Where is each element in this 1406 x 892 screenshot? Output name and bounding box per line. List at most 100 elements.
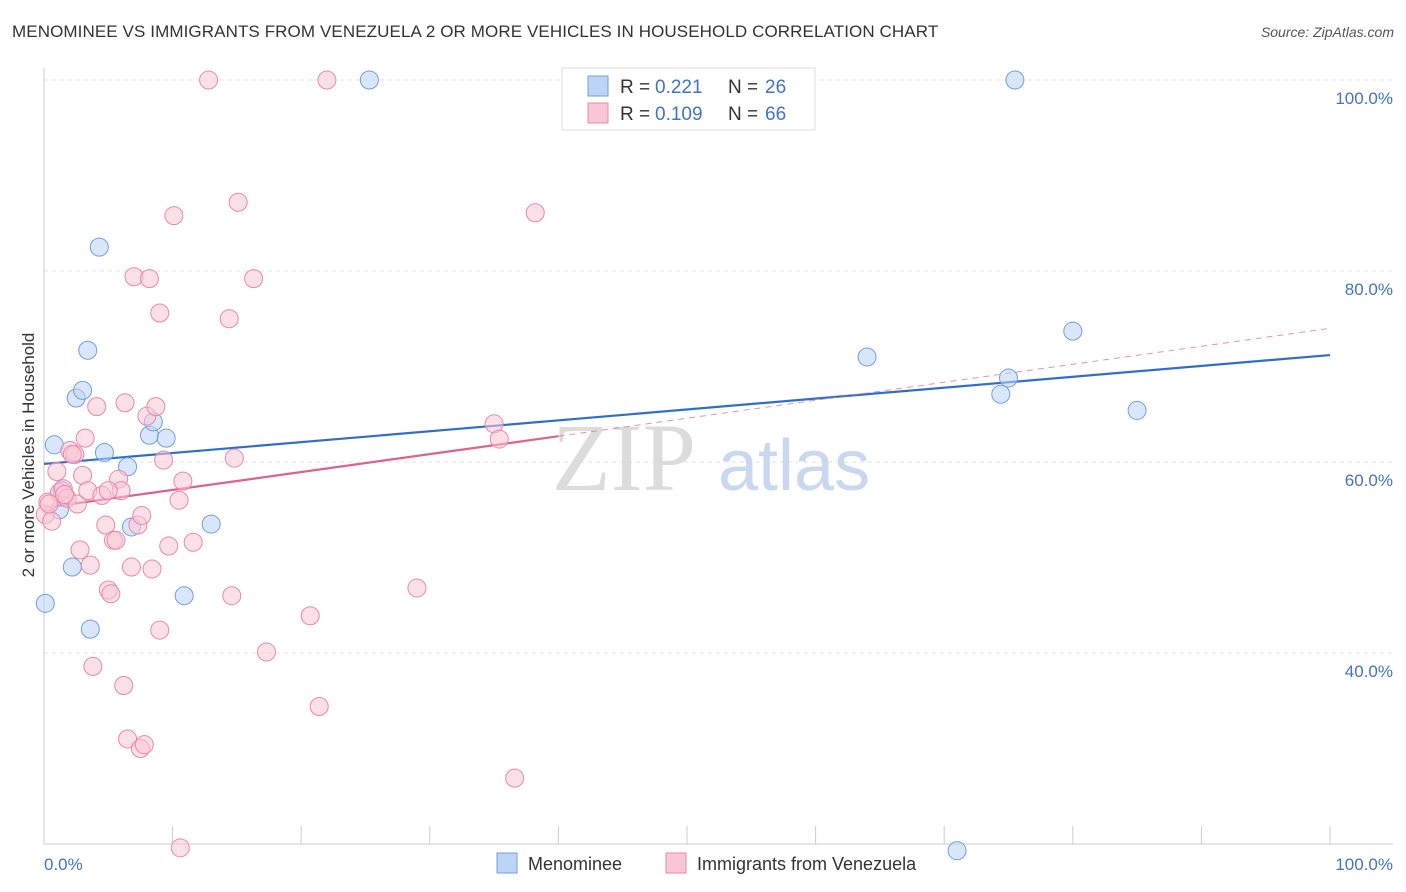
legend-swatch-venezuela: [587, 102, 609, 124]
series-legend: Menominee Immigrants from Venezuela: [496, 852, 917, 874]
y-tick-label: 40.0%: [1345, 662, 1393, 681]
point-venezuela: [199, 70, 219, 90]
point-venezuela: [169, 490, 189, 510]
point-venezuela: [114, 675, 134, 695]
trendline-0: [43, 353, 1331, 466]
point-venezuela: [98, 481, 118, 501]
chart-title: MENOMINEE VS IMMIGRANTS FROM VENEZUELA 2…: [12, 22, 939, 41]
point-venezuela: [224, 448, 244, 468]
point-venezuela: [115, 393, 135, 413]
point-venezuela: [170, 838, 190, 858]
point-venezuela: [139, 269, 159, 289]
legend-swatch-menominee: [587, 75, 609, 97]
point-menominee: [857, 347, 877, 367]
x-tick-label-min: 0.0%: [44, 855, 83, 874]
point-venezuela: [525, 203, 545, 223]
watermark-zip: ZIP: [552, 404, 696, 511]
point-venezuela: [80, 555, 100, 575]
axes: [43, 68, 1393, 845]
point-venezuela: [300, 606, 320, 626]
point-venezuela: [309, 696, 329, 716]
bottom-legend-label-menominee: Menominee: [528, 854, 622, 874]
point-venezuela: [101, 584, 121, 604]
legend-n-value-2: 66: [765, 104, 786, 125]
point-venezuela: [42, 511, 62, 531]
point-menominee: [1005, 70, 1025, 90]
point-menominee: [78, 340, 98, 360]
legend-r-label-1: R =: [620, 77, 650, 98]
point-venezuela: [142, 559, 162, 579]
point-venezuela: [228, 192, 248, 212]
point-menominee: [80, 619, 100, 639]
point-venezuela: [154, 450, 174, 470]
legend-r-value-1: 0.221: [655, 77, 703, 98]
point-venezuela: [134, 735, 154, 755]
point-menominee: [94, 442, 114, 462]
point-venezuela: [159, 536, 179, 556]
bottom-legend-swatch-menominee: [496, 852, 518, 874]
point-venezuela: [317, 70, 337, 90]
point-venezuela: [75, 428, 95, 448]
bottom-legend-swatch-venezuela: [665, 852, 687, 874]
legend-n-value-1: 26: [765, 77, 786, 98]
point-venezuela: [67, 494, 87, 514]
legend-n-label-2: N =: [728, 104, 758, 125]
trendline-extension-1: [558, 327, 1331, 437]
trendlines: [43, 327, 1331, 509]
point-menominee: [89, 237, 109, 257]
x-tick-label-max: 100.0%: [1335, 855, 1393, 874]
y-tick-label: 60.0%: [1345, 471, 1393, 490]
point-venezuela: [132, 505, 152, 525]
point-menominee: [991, 384, 1011, 404]
point-venezuela: [47, 462, 67, 482]
point-menominee: [1127, 400, 1147, 420]
point-menominee: [947, 841, 967, 861]
y-axis-title: 2 or more Vehicles in Household: [19, 333, 38, 578]
bottom-legend-label-venezuela: Immigrants from Venezuela: [697, 854, 917, 874]
point-menominee: [73, 380, 93, 400]
point-venezuela: [87, 397, 107, 417]
point-venezuela: [106, 530, 126, 550]
watermark-atlas: atlas: [718, 426, 870, 506]
watermark: ZIP atlas: [552, 404, 870, 511]
point-menominee: [174, 586, 194, 606]
point-venezuela: [244, 269, 264, 289]
point-venezuela: [62, 444, 82, 464]
point-menominee: [156, 428, 176, 448]
point-menominee: [201, 514, 221, 534]
point-venezuela: [222, 586, 242, 606]
chart-source: Source: ZipAtlas.com: [1260, 24, 1394, 40]
legend-r-value-2: 0.109: [655, 104, 703, 125]
point-venezuela: [55, 484, 75, 504]
point-venezuela: [219, 309, 239, 329]
point-venezuela: [83, 656, 103, 676]
point-venezuela: [146, 397, 166, 417]
point-venezuela: [505, 768, 525, 788]
trendline-1: [43, 435, 559, 509]
point-menominee: [1063, 321, 1083, 341]
point-venezuela: [183, 532, 203, 552]
point-venezuela: [256, 642, 276, 662]
point-venezuela: [39, 494, 59, 514]
point-venezuela: [96, 515, 116, 535]
point-venezuela: [70, 540, 90, 560]
point-venezuela: [164, 206, 184, 226]
y-tick-labels: 40.0% 60.0% 80.0% 100.0%: [1335, 89, 1393, 681]
point-venezuela: [121, 557, 141, 577]
point-venezuela: [150, 620, 170, 640]
stats-legend: R = 0.221 N = 26 R = 0.109 N = 66: [561, 67, 816, 131]
point-venezuela: [173, 471, 193, 491]
point-menominee: [35, 593, 55, 613]
point-menominee: [999, 368, 1018, 388]
point-menominee: [62, 557, 82, 577]
y-tick-label: 100.0%: [1335, 89, 1393, 108]
legend-n-label-1: N =: [728, 77, 758, 98]
point-venezuela: [489, 429, 509, 449]
point-venezuela: [118, 729, 138, 749]
point-venezuela: [150, 303, 170, 323]
point-venezuela: [407, 578, 427, 598]
point-menominee: [359, 70, 379, 90]
legend-r-label-2: R =: [620, 104, 650, 125]
y-tick-label: 80.0%: [1345, 280, 1393, 299]
